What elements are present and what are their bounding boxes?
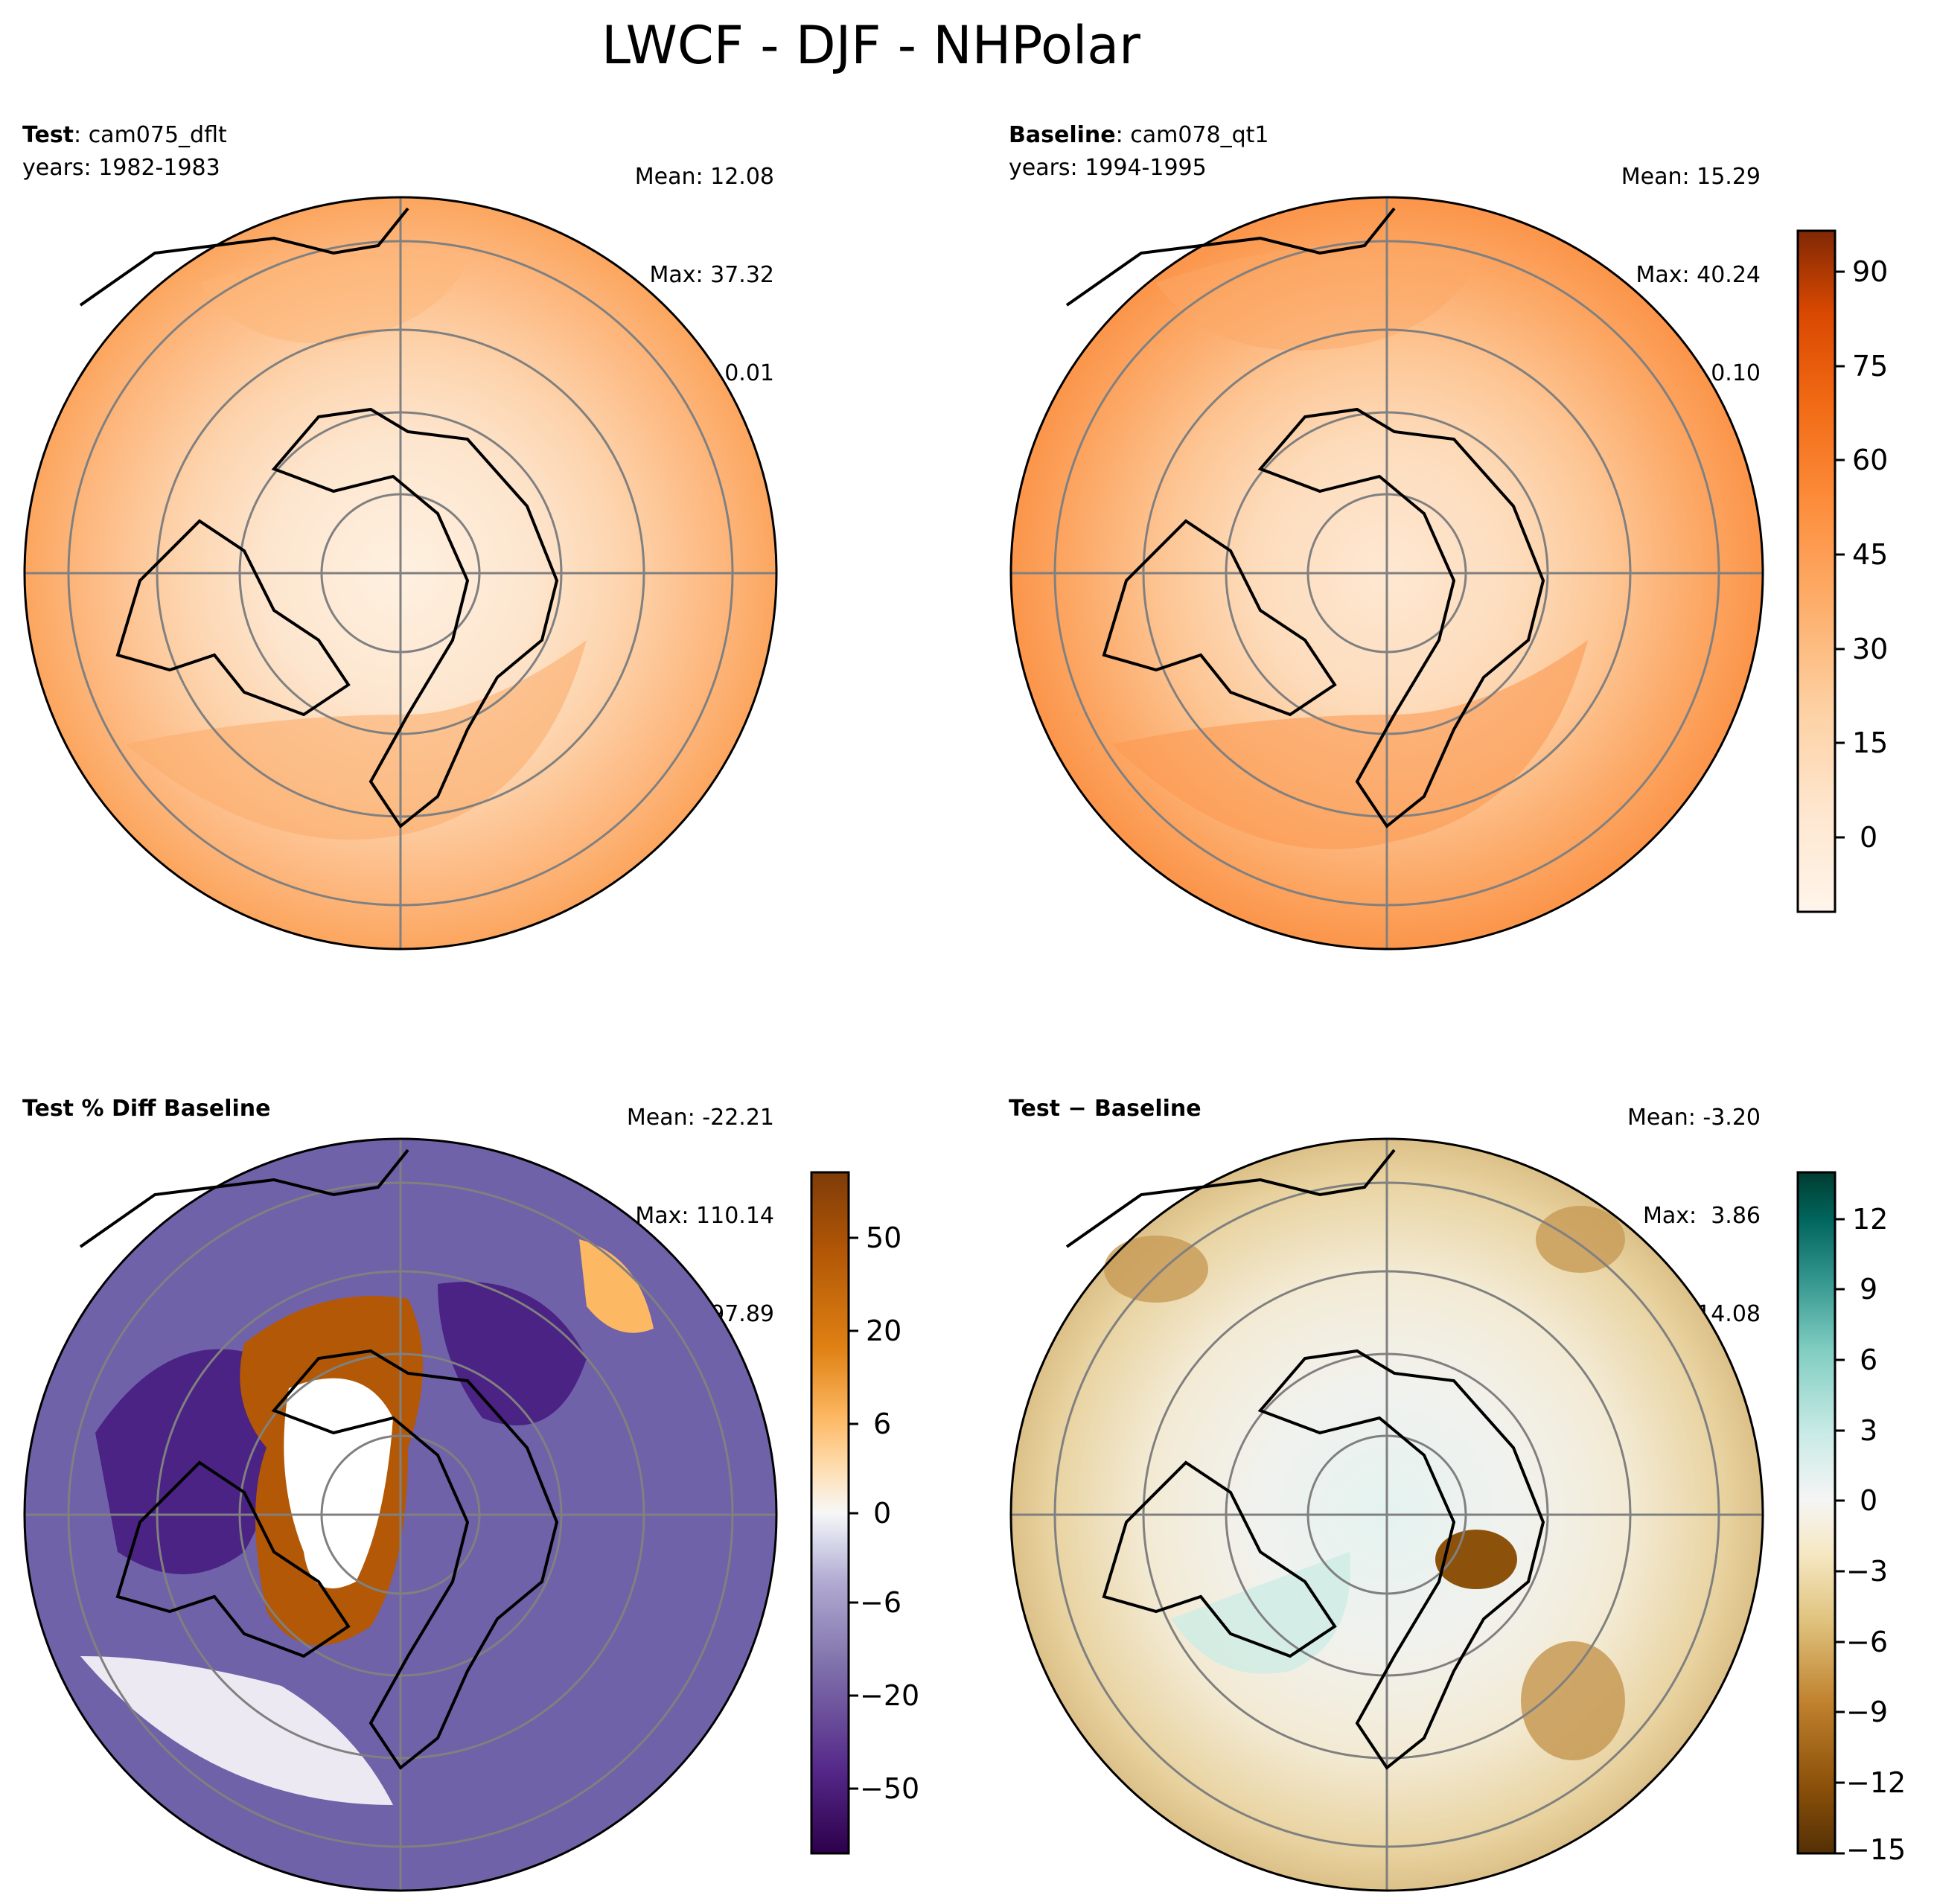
diff-label-bold: Test − Baseline — [1009, 1096, 1202, 1122]
test-label-bold: Test — [22, 122, 74, 148]
pctdiff-map-gridlines — [25, 1139, 776, 1891]
field-tick-label-90: 90 — [1852, 255, 1888, 288]
baseline-years: years: 1994-1995 — [1009, 155, 1207, 181]
test-years: years: 1982-1983 — [22, 155, 220, 181]
baseline-map-gridlines — [1011, 197, 1763, 949]
diff-tick-label-3: 3 — [1860, 1414, 1877, 1447]
pctdiff-map-orange-patch — [579, 1239, 654, 1333]
diff-tick-label-9: 9 — [1860, 1273, 1877, 1306]
diff-panel-label: Test − Baseline — [1009, 1093, 1202, 1125]
diff-tick-label-neg12: −12 — [1846, 1766, 1906, 1799]
diff-map-brown-spot — [1435, 1530, 1517, 1589]
field-tick-label-15: 15 — [1852, 726, 1888, 759]
pctdiff-colorbar-gradient — [810, 1171, 850, 1855]
diff-tick-label-neg9: −9 — [1846, 1696, 1888, 1728]
baseline-polar-map — [1009, 196, 1764, 951]
diff-tick-label-0: 0 — [1860, 1484, 1877, 1517]
diff-map-coastlines — [1065, 1149, 1545, 1770]
field-colorbar: 90 75 60 45 30 15 0 — [1796, 229, 1888, 913]
field-colorbar-gradient — [1796, 229, 1837, 913]
diff-map-brown-northeast — [1536, 1206, 1625, 1273]
test-label-sep: : — [74, 122, 89, 148]
pctdiff-colorbar: 50 20 6 0 −6 −20 −50 — [810, 1171, 919, 1855]
baseline-mean: Mean: 15.29 — [1621, 164, 1761, 190]
pctdiff-map-boundary — [23, 1137, 778, 1892]
test-polar-map — [23, 196, 778, 951]
pctdiff-colorbar-ticks — [849, 1236, 858, 1790]
test-mean: Mean: 12.08 — [634, 164, 774, 190]
diff-tick-label-neg15: −15 — [1846, 1833, 1906, 1861]
pctdiff-map-coastlines — [79, 1149, 559, 1770]
diff-colorbar-gradient — [1796, 1171, 1837, 1855]
diff-colorbar-ticks — [1835, 1218, 1845, 1855]
baseline-label-sep: : — [1115, 122, 1131, 148]
pctdiff-mean: Mean: -22.21 — [626, 1105, 774, 1131]
baseline-map-warm-band — [1111, 640, 1588, 849]
diff-mean: Mean: -3.20 — [1627, 1105, 1761, 1131]
diff-tick-label-12: 12 — [1852, 1203, 1888, 1236]
baseline-map-warm-north — [1156, 243, 1484, 351]
diff-map-gridlines — [1011, 1139, 1763, 1891]
diff-tick-label-neg3: −3 — [1846, 1555, 1888, 1588]
pctdiff-tick-label-6: 6 — [873, 1408, 891, 1440]
test-map-coastlines — [79, 207, 559, 828]
field-tick-label-0: 0 — [1860, 821, 1877, 854]
diff-tick-label-neg6: −6 — [1846, 1626, 1888, 1658]
pctdiff-polar-map — [23, 1137, 778, 1892]
pctdiff-map-dark-west — [95, 1349, 281, 1574]
pctdiff-max: Max: 110.14 — [635, 1203, 774, 1229]
field-colorbar-ticks — [1835, 270, 1845, 839]
pctdiff-tick-label-neg50: −50 — [860, 1772, 919, 1805]
test-label-case: cam075_dflt — [88, 122, 227, 148]
baseline-map-coastlines — [1065, 207, 1545, 828]
pctdiff-label-bold: Test % Diff Baseline — [22, 1096, 271, 1122]
pctdiff-tick-label-20: 20 — [866, 1314, 902, 1347]
test-map-boundary — [23, 196, 778, 951]
baseline-panel-label: Baseline: cam078_qt1 years: 1994-1995 — [1009, 119, 1269, 185]
pctdiff-panel-label: Test % Diff Baseline — [22, 1093, 271, 1125]
pctdiff-tick-label-neg6: −6 — [860, 1586, 902, 1619]
diff-map-brown-southeast — [1521, 1641, 1625, 1760]
baseline-label-case: cam078_qt1 — [1130, 122, 1269, 148]
field-tick-label-30: 30 — [1852, 633, 1888, 665]
test-max: Max: 37.32 — [649, 262, 774, 288]
field-tick-label-60: 60 — [1852, 444, 1888, 476]
diff-colorbar: 12 9 6 3 0 −3 −6 −9 −12 −15 — [1796, 1171, 1906, 1861]
baseline-label-bold: Baseline — [1009, 122, 1116, 148]
field-tick-label-75: 75 — [1852, 350, 1888, 383]
diff-polar-map — [1009, 1137, 1764, 1892]
figure-title: LWCF - DJF - NHPolar — [601, 15, 1140, 76]
pctdiff-tick-label-0: 0 — [873, 1497, 891, 1530]
diff-tick-label-6: 6 — [1860, 1344, 1877, 1376]
pctdiff-map-white-core — [284, 1378, 393, 1588]
test-map-warm-band — [125, 640, 587, 840]
baseline-map-boundary — [1009, 196, 1764, 951]
pctdiff-map-light-south — [80, 1656, 393, 1805]
diff-map-boundary — [1009, 1137, 1764, 1892]
baseline-max: Max: 40.24 — [1636, 262, 1761, 288]
diff-max: Max: 3.86 — [1643, 1203, 1761, 1229]
pctdiff-tick-label-50: 50 — [866, 1221, 902, 1254]
test-panel-label: Test: cam075_dflt years: 1982-1983 — [22, 119, 227, 185]
field-tick-label-45: 45 — [1852, 538, 1888, 571]
pctdiff-tick-label-neg20: −20 — [860, 1679, 919, 1712]
